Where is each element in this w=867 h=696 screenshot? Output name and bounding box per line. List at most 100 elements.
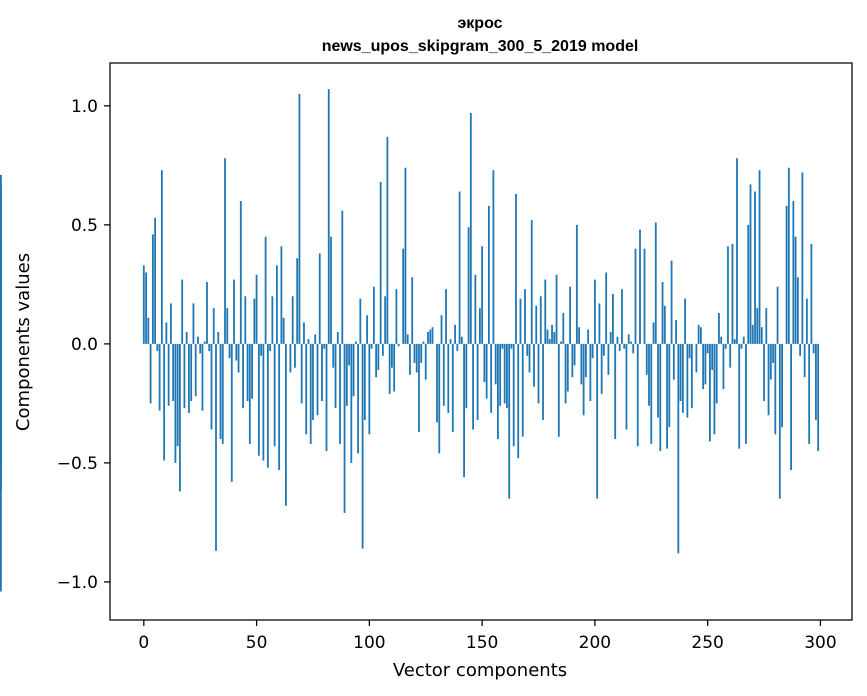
bar-241 (686, 343, 689, 418)
bar-292 (801, 172, 804, 344)
bar-204 (603, 343, 605, 356)
bar-195 (582, 343, 585, 416)
bar-231 (663, 305, 666, 344)
bar-92 (350, 343, 353, 463)
bar-124 (422, 341, 425, 344)
bar-291 (799, 343, 802, 356)
bar-85 (334, 343, 337, 409)
bar-101 (370, 343, 373, 349)
bar-97 (361, 343, 364, 549)
bar-56 (269, 343, 272, 352)
bar-200 (593, 279, 596, 344)
bar-138 (454, 324, 456, 344)
bar-undefined (0, 281, 2, 344)
bar-12 (169, 303, 172, 344)
bar-73 (307, 339, 310, 344)
bar-212 (621, 289, 623, 344)
bar-269 (749, 184, 752, 344)
bar-266 (742, 336, 745, 344)
y-axis-label: Components values (13, 253, 34, 431)
bar-180 (548, 339, 551, 344)
bar-178 (544, 279, 547, 344)
bar-120 (413, 343, 416, 363)
bar-1 (145, 272, 147, 344)
bar-233 (668, 343, 671, 428)
bar-undefined (0, 343, 2, 432)
bar-4 (151, 234, 154, 344)
bar-83 (330, 236, 332, 344)
bar-167 (519, 298, 522, 344)
bar-214 (625, 343, 628, 430)
x-tick-label: 250 (691, 633, 723, 653)
bar-141 (460, 336, 463, 344)
bar-132 (440, 315, 443, 344)
bar-103 (375, 343, 378, 378)
bar-121 (415, 343, 418, 373)
bar-189 (569, 286, 571, 344)
bar-298 (815, 343, 817, 421)
bar-59 (275, 265, 278, 344)
bar-62 (282, 317, 285, 344)
bar-152 (485, 343, 488, 399)
bar-77 (316, 343, 319, 416)
bar-243 (690, 343, 693, 409)
bar-182 (553, 331, 556, 344)
bar-75 (312, 343, 314, 421)
bar-210 (616, 336, 619, 344)
bar-234 (670, 260, 673, 344)
bar-258 (724, 343, 727, 349)
bar-270 (751, 324, 754, 344)
bar-211 (618, 343, 621, 352)
bar-43 (239, 201, 242, 344)
bar-282 (778, 343, 781, 499)
bar-271 (754, 191, 756, 344)
bar-247 (699, 327, 702, 344)
bar-191 (573, 343, 576, 366)
bar-187 (564, 343, 567, 404)
bar-37 (226, 308, 229, 344)
bar-23 (194, 343, 197, 397)
bar-157 (497, 343, 499, 440)
bar-63 (285, 343, 287, 506)
bar-53 (262, 343, 265, 461)
bar-46 (246, 343, 249, 402)
bar-171 (528, 343, 531, 373)
x-tick-label: 200 (579, 633, 611, 653)
bar-89 (343, 343, 346, 513)
x-tick-label: 0 (138, 633, 149, 653)
bar-179 (546, 329, 549, 344)
bar-299 (817, 343, 820, 451)
bar-288 (792, 201, 795, 344)
bar-283 (781, 343, 783, 428)
bar-190 (571, 343, 574, 378)
bar-170 (526, 343, 529, 356)
bar-290 (796, 277, 799, 344)
bar-203 (600, 343, 603, 394)
bar-81 (325, 343, 328, 451)
bar-93 (352, 343, 355, 397)
bar-153 (487, 205, 490, 344)
bar-55 (266, 343, 269, 468)
bar-66 (291, 296, 294, 344)
bar-159 (501, 343, 504, 349)
bar-111 (393, 343, 396, 392)
bar-219 (636, 343, 639, 447)
bar-158 (499, 343, 502, 406)
bar-105 (379, 182, 382, 344)
bar-15 (176, 343, 179, 447)
bar-71 (303, 322, 305, 344)
bar-265 (740, 343, 743, 349)
bar-279 (772, 343, 774, 363)
bar-61 (280, 246, 283, 344)
bar-275 (763, 343, 765, 402)
bar-229 (659, 343, 662, 451)
bar-248 (702, 343, 705, 390)
bar-155 (492, 170, 495, 344)
y-tick-label: −0.5 (57, 454, 98, 474)
y-tick-label: −1.0 (57, 573, 98, 593)
bar-130 (436, 343, 438, 423)
bar-34 (219, 343, 222, 440)
chart-title-line1: экрос (457, 15, 502, 32)
bar-213 (623, 343, 626, 349)
bar-257 (722, 343, 725, 390)
